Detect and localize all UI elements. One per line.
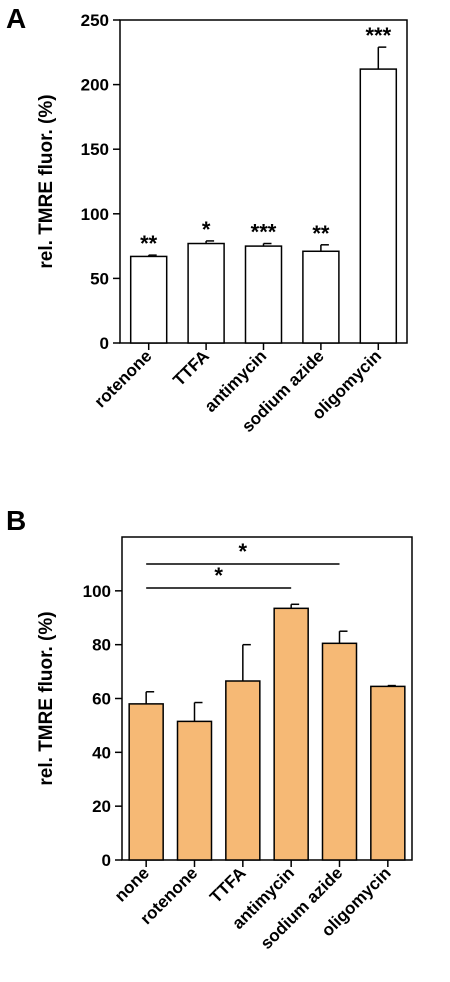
panel-a-bar xyxy=(359,68,398,344)
panel-a-x-tick-label: TTFA xyxy=(169,346,212,389)
panel-b-x-tick-label: TTFA xyxy=(206,863,249,906)
panel-b-y-tick-label: 40 xyxy=(92,743,111,762)
panel-a-plot: 050100150200250rotenone**TTFA*antimycin*… xyxy=(81,11,408,436)
panel-a-y-tick-label: 50 xyxy=(90,269,109,288)
panel-a-significance-label: *** xyxy=(251,220,277,245)
panel-b-bar xyxy=(128,703,164,861)
panel-b: B rel. TMRE fluor. (%) 020406080100noner… xyxy=(6,505,413,953)
panel-b-bar xyxy=(321,642,358,861)
panel-a-significance-label: *** xyxy=(365,23,391,48)
panel-a-label: A xyxy=(6,3,26,34)
panel-b-bar xyxy=(273,607,309,861)
panel-a-x-tick-label: rotenone xyxy=(91,346,156,411)
panel-a-y-tick-label: 200 xyxy=(81,76,109,95)
panel-b-y-tick-label: 80 xyxy=(92,636,111,655)
panel-a-significance-label: * xyxy=(202,217,211,242)
panel-a: A rel. TMRE fluor. (%) 0 50 100 150 200 250 ro… xyxy=(6,3,408,436)
panel-a-significance-label: ** xyxy=(312,221,330,246)
panel-b-bar xyxy=(370,685,406,861)
panel-a-y-tick-label: 0 xyxy=(100,334,109,353)
panel-b-y-tick-label: 100 xyxy=(83,582,111,601)
panel-a-y-tick-label: 250 xyxy=(81,11,109,30)
panel-a-y-tick-label: 100 xyxy=(81,205,109,224)
panel-a-bar xyxy=(187,242,225,344)
panel-b-plot-frame xyxy=(121,536,413,861)
panel-a-bar xyxy=(129,255,168,344)
panel-b-label: B xyxy=(6,505,26,536)
panel-a-bar xyxy=(302,250,340,344)
panel-b-y-tick-label: 20 xyxy=(92,797,111,816)
panel-a-y-tick-label: 150 xyxy=(81,140,109,159)
panel-a-y-axis-title: rel. TMRE fluor. (%) xyxy=(36,94,57,268)
panel-b-y-tick-label: 0 xyxy=(102,851,111,870)
panel-a-bar xyxy=(244,245,283,344)
panel-b-y-axis-title: rel. TMRE fluor. (%) xyxy=(36,611,57,785)
panel-a-significance-label: ** xyxy=(140,231,158,256)
panel-b-comparison-label: * xyxy=(239,539,248,564)
panel-b-bar xyxy=(225,680,261,861)
panel-b-bar xyxy=(176,720,213,861)
panel-b-comparison-label: * xyxy=(214,563,223,588)
panel-b-y-tick-label: 60 xyxy=(92,690,111,709)
panel-b-x-tick-label: none xyxy=(111,863,153,905)
